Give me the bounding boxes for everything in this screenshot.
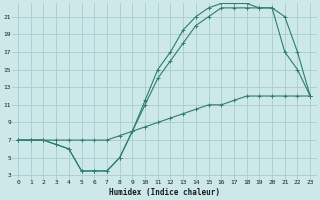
X-axis label: Humidex (Indice chaleur): Humidex (Indice chaleur) xyxy=(108,188,220,197)
